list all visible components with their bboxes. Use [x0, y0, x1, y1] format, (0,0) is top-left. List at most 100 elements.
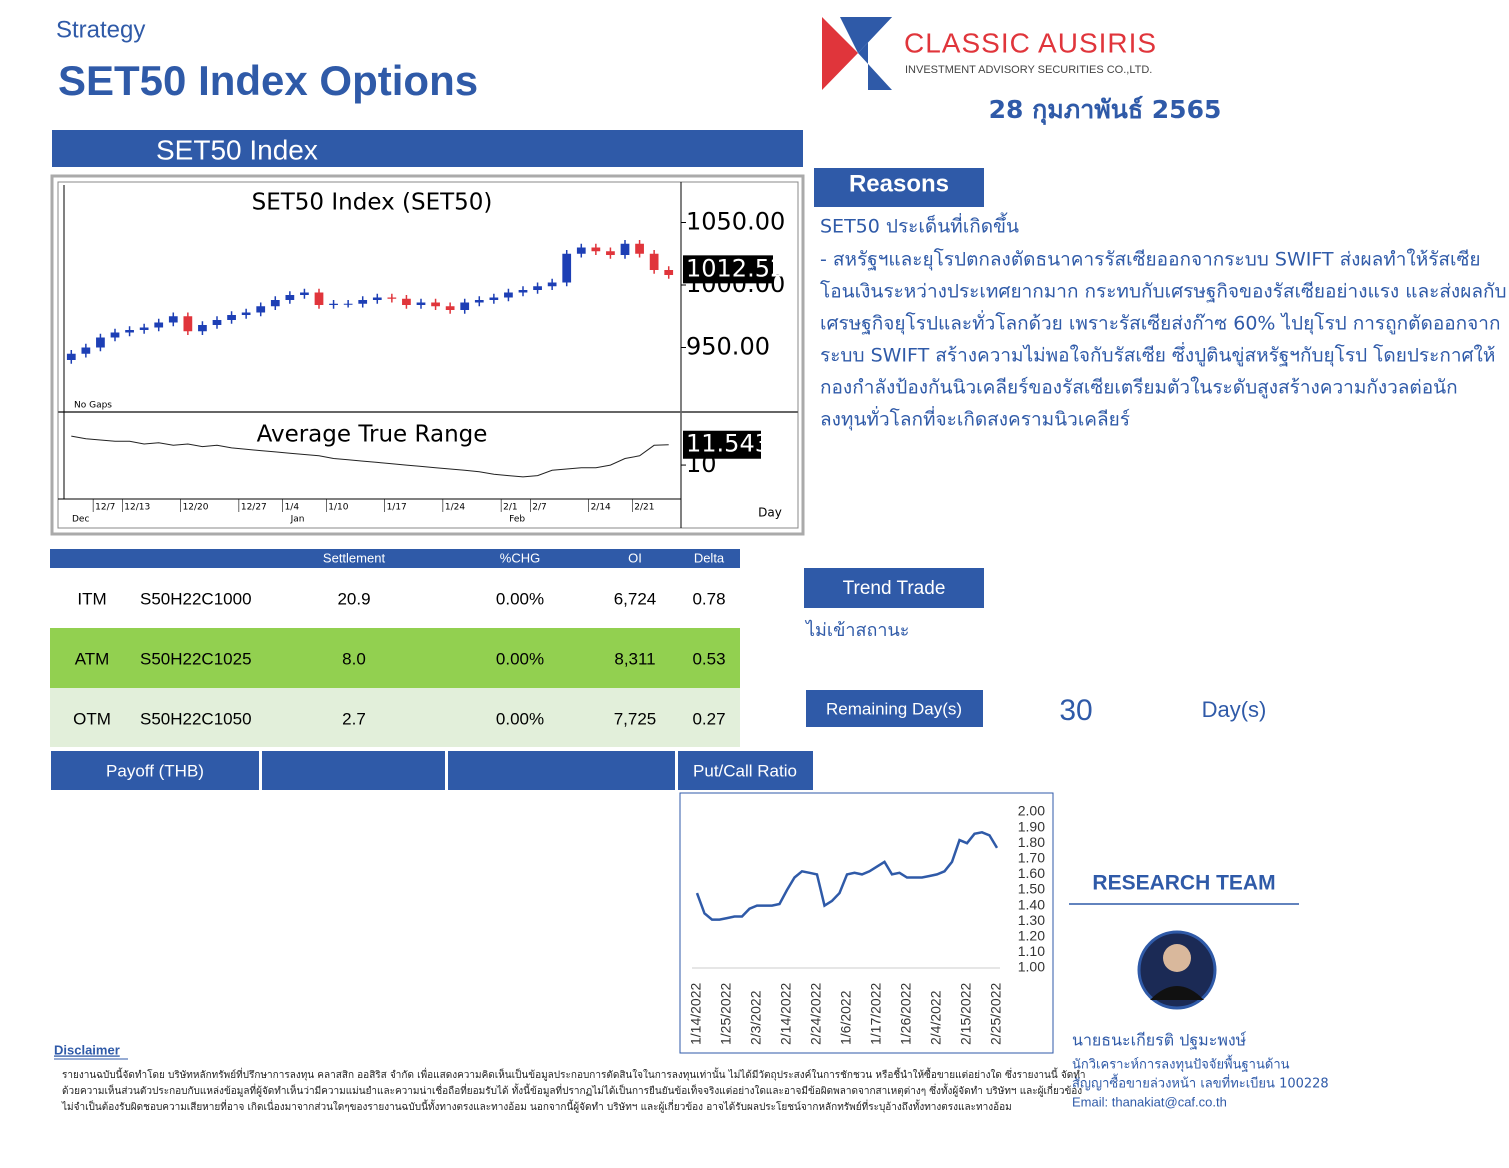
table-cell: ITM — [77, 589, 106, 608]
disclaimer-line: รายงานฉบับนี้จัดทำโดย บริษัทหลักทรัพย์ที… — [62, 1067, 1085, 1081]
section-bar — [52, 130, 803, 167]
last-value-box — [683, 430, 761, 459]
analyst-role: นักวิเคราะห์การลงทุนปัจจัยพื้นฐานด้าน — [1072, 1055, 1290, 1073]
candle-body — [81, 347, 91, 354]
row-otm — [50, 688, 740, 747]
x-tick-label: 1/10 — [328, 503, 348, 513]
y-tick-label: 1.00 — [1018, 959, 1045, 975]
table-column: Settlement — [323, 550, 386, 565]
x-tick-label: 1/26/2022 — [898, 983, 914, 1045]
candle-body — [358, 300, 368, 304]
x-tick-label: 1/17 — [387, 503, 407, 513]
x-tick-label: 2/24/2022 — [808, 983, 824, 1045]
y-tick-label: 1.40 — [1018, 896, 1045, 912]
candle-body — [110, 332, 120, 338]
y-tick-label: 1.60 — [1018, 865, 1045, 881]
table-cell: ATM — [75, 649, 110, 668]
table-cell: 0.78 — [692, 589, 725, 608]
x-tick-label: 2/3/2022 — [748, 990, 764, 1045]
table-header — [50, 549, 740, 568]
analyst-name: นายธนะเกียรติ ปฐมะพงษ์ — [1072, 1031, 1247, 1050]
candle-body — [576, 247, 586, 254]
table-cell: S50H22C1025 — [140, 649, 252, 668]
candle-body — [183, 316, 193, 332]
reasons-line: โอนเงินระหว่างประเทศยากมาก กระทบกับเศรษฐ… — [820, 280, 1507, 303]
disclaimer-line: ไม่จำเป็นต้องรับผิดชอบความเสียหายที่อาจ … — [61, 1099, 1012, 1113]
x-tick-label: 2/15/2022 — [958, 983, 974, 1045]
candle-body — [329, 303, 338, 305]
pcr-bar — [678, 751, 813, 790]
candle-body — [402, 298, 411, 305]
reasons-bar — [814, 168, 984, 207]
payoff-label: Payoff (THB) — [106, 761, 204, 780]
candle-body — [168, 316, 178, 323]
y-tick-label: 2.00 — [1018, 803, 1045, 819]
table-cell: 2.7 — [342, 709, 366, 728]
table-column: Delta — [694, 550, 725, 565]
table-column: OI — [628, 550, 642, 565]
candle-body — [66, 353, 76, 360]
candle-body — [445, 306, 455, 310]
payoff-bar — [51, 751, 259, 790]
x-tick-label: 2/25/2022 — [988, 983, 1004, 1045]
candle-body — [139, 327, 149, 330]
chart-title: SET50 Index (SET50) — [252, 190, 493, 216]
table-cell: 0.27 — [692, 709, 725, 728]
candle-body — [270, 300, 280, 307]
table-cell: 8,311 — [614, 649, 655, 668]
row-atm — [50, 628, 740, 688]
analyst-email: Email: thanakiat@caf.co.th — [1072, 1094, 1227, 1109]
candle-body — [474, 300, 484, 303]
candle-body — [416, 302, 426, 305]
remaining-label: Remaining Day(s) — [826, 699, 962, 718]
chart-title: Average True Range — [257, 422, 488, 448]
chart-note: No Gaps — [74, 401, 112, 411]
candle-body — [227, 315, 236, 320]
candle-body — [372, 297, 382, 300]
candle-body — [635, 243, 644, 254]
analyst-suit — [1150, 986, 1204, 1000]
reasons-text: - สหรัฐฯและยุโรปตกลงตัดธนาคารรัสเซียออกจ… — [820, 248, 1507, 432]
table-cell: 8.0 — [342, 649, 366, 668]
candle-body — [518, 290, 528, 293]
section-title: SET50 Index — [156, 134, 318, 165]
candle-body — [96, 337, 105, 348]
atr-line — [71, 435, 669, 478]
remaining-unit: Day(s) — [1202, 697, 1267, 722]
reasons-heading: SET50 ประเด็นที่เกิดขึ้น — [820, 213, 1019, 238]
candle-body — [241, 312, 251, 315]
trend-label: Trend Trade — [843, 578, 946, 599]
reasons-line: กองกำลังป้องกันนิวเคลียร์ของรัสเซียเตรีย… — [820, 377, 1458, 399]
trend-bar — [804, 568, 984, 608]
y-tick-label: 950.00 — [686, 333, 770, 361]
last-value-box — [683, 255, 773, 284]
candle-body — [125, 330, 134, 333]
x-tick-label: 1/14/2022 — [688, 983, 704, 1045]
candle-body — [591, 247, 601, 252]
y-tick-label: 1.20 — [1018, 928, 1045, 944]
table-cell: 6,724 — [614, 589, 657, 608]
y-tick-label: 1.30 — [1018, 912, 1045, 928]
candle-body — [533, 286, 542, 290]
y-tick-label: 1.70 — [1018, 850, 1045, 866]
category: Strategy — [56, 16, 145, 43]
chart-inner — [57, 181, 799, 529]
x-tick-label: 2/21 — [634, 503, 654, 513]
candle-body — [460, 302, 470, 310]
candle-body — [649, 253, 659, 270]
y-tick-label: 1.10 — [1018, 943, 1045, 959]
reasons-line: ลงทุนทั่วโลกที่จะเกิดสงครามนิวเคลียร์ — [820, 406, 1130, 432]
month-label: Jan — [290, 515, 305, 525]
last-value: 1012.52 — [686, 254, 785, 282]
candle-body — [285, 295, 295, 300]
candle-body — [256, 306, 266, 313]
table-cell: S50H22C1050 — [140, 709, 252, 728]
y-tick-label: 1.50 — [1018, 881, 1045, 897]
table-cell: 20.9 — [337, 589, 370, 608]
last-value: 11.543 — [686, 430, 770, 458]
pcr-line — [695, 830, 999, 921]
x-tick-label: 1/24 — [445, 503, 465, 513]
y-tick-label: 1050.00 — [686, 208, 785, 236]
x-tick-label: 12/27 — [241, 503, 267, 513]
